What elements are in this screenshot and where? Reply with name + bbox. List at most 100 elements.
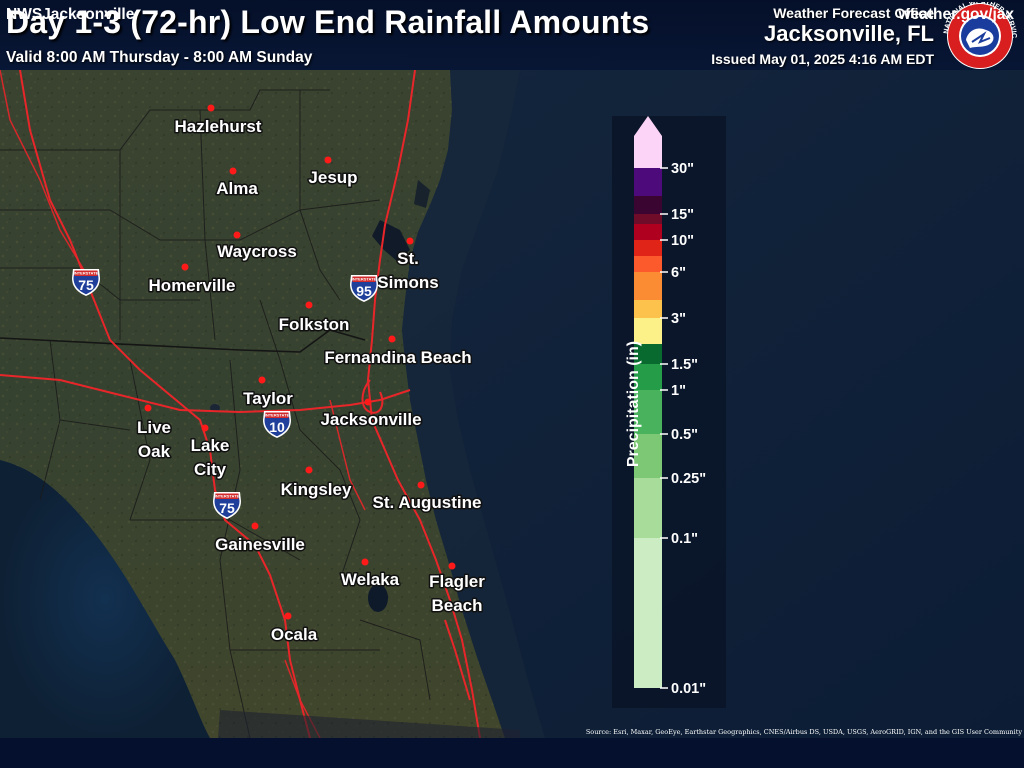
shield-body-icon: [73, 270, 99, 295]
city-homerville: Homerville: [147, 263, 237, 297]
precipitation-legend: 30" 15" 10" 6" 3" 1.5" 1" 0.5" 0.25" 0.1" 0.01" Pr…: [612, 116, 726, 708]
city-label: Gainesville: [215, 535, 305, 554]
gulf-of-mexico: [0, 460, 210, 738]
legend-swatch: [634, 214, 662, 224]
imagery-credit: Source: Esri, Maxar, GeoEye, Earthstar G…: [585, 728, 1022, 736]
legend-swatch: [634, 224, 662, 240]
legend-ticks: 30" 15" 10" 6" 3" 1.5" 1" 0.5" 0.25" 0.1" 0.01": [660, 161, 706, 697]
header-bar: [0, 0, 1024, 70]
city-label: Kingsley: [281, 480, 352, 499]
city-jacksonville: Jacksonville: [319, 398, 423, 431]
city-flagler-beach: Flagler Beach: [428, 562, 487, 617]
shield-top-band: [215, 493, 239, 499]
city-gainesville: Gainesville: [214, 522, 306, 556]
city-label: Folkston: [279, 315, 350, 334]
city-label: Alma: [216, 179, 258, 198]
imagery-seam: [218, 710, 520, 738]
city-marker-icon: [406, 237, 414, 245]
city-label: Ocala: [271, 625, 318, 644]
legend-tick-label: 0.25": [671, 471, 706, 487]
city-label: Beach: [431, 596, 482, 615]
city-label: Hazlehurst: [175, 117, 262, 136]
shield-top-text: INTERSTATE: [265, 413, 290, 418]
city-label: Lake: [191, 436, 230, 455]
city-marker-icon: [305, 466, 313, 474]
coastal-marsh: [372, 220, 410, 262]
social-handle: NWSJacksonville: [6, 6, 135, 23]
city-marker-icon: [233, 231, 241, 239]
city-label: Homerville: [149, 276, 236, 295]
shield-top-band: [265, 412, 289, 418]
city-marker-icon: [251, 522, 259, 530]
legend-swatch: [634, 344, 662, 364]
legend-swatch: [634, 538, 662, 688]
city-marker-icon: [364, 398, 372, 406]
city-jesup: Jesup: [307, 156, 359, 189]
city-label: Oak: [138, 442, 171, 461]
city-marker-icon: [417, 481, 425, 489]
city-marker-icon: [229, 167, 237, 175]
office-label: Weather Forecast Office: [773, 5, 934, 21]
legend-arrow-icon: [634, 116, 662, 136]
legend-tick-label: 6": [671, 265, 686, 281]
legend-tick-label: 1": [671, 383, 686, 399]
website-link[interactable]: weather.gov/jax: [898, 6, 1014, 23]
shield-number: 95: [356, 283, 372, 299]
city-label: St.: [397, 249, 419, 268]
city-marker-icon: [305, 301, 313, 309]
legend-swatch: [634, 256, 662, 272]
city-folkston: Folkston: [277, 301, 351, 336]
legend-swatch: [634, 240, 662, 256]
legend-swatch: [634, 300, 662, 318]
ga-fl-state-line: [0, 329, 366, 353]
city-label: Waycross: [217, 242, 297, 261]
legend-swatch: [634, 272, 662, 300]
city-live-oak: Live Oak: [135, 404, 173, 463]
legend-swatch: [634, 196, 662, 214]
city-label: Taylor: [243, 389, 293, 408]
legend-tick-label: 0.01": [671, 681, 706, 697]
shield-body-icon: [351, 276, 377, 301]
office-city: Jacksonville, FL: [764, 21, 934, 46]
shield-body-icon: [214, 493, 240, 518]
city-alma: Alma: [215, 167, 260, 200]
city-label: St. Augustine: [373, 493, 482, 512]
city-kingsley: Kingsley: [279, 466, 353, 501]
legend-swatch: [634, 478, 662, 538]
shield-number: 10: [269, 419, 285, 435]
city-marker-icon: [361, 558, 369, 566]
legend-swatch: [634, 390, 662, 434]
legend-swatch: [634, 364, 662, 390]
city-fernandina-beach: Fernandina Beach: [323, 335, 473, 369]
legend-tick-label: 1.5": [671, 357, 698, 373]
legend-swatch: [634, 168, 662, 196]
nws-logo: NATIONAL WEATHER SERVICE: [940, 2, 1017, 69]
legend-tick-label: 10": [671, 233, 694, 249]
city-marker-icon: [388, 335, 396, 343]
city-label: Welaka: [341, 570, 400, 589]
shield-number: 75: [78, 277, 94, 293]
barrier-island: [414, 180, 430, 208]
city-st-simons: St. Simons: [376, 237, 440, 294]
lake: [210, 404, 220, 412]
legend-tick-label: 0.1": [671, 531, 698, 547]
valid-period: Valid 8:00 AM Thursday - 8:00 AM Sunday: [6, 49, 313, 66]
city-marker-icon: [258, 376, 266, 384]
city-marker-icon: [448, 562, 456, 570]
city-marker-icon: [181, 263, 189, 271]
city-layer: Hazlehurst Alma Jesup Waycross Homerville St.…: [135, 104, 487, 646]
city-label: Jacksonville: [320, 410, 421, 429]
legend-swatch: [634, 136, 662, 168]
city-label: Flagler: [429, 572, 485, 591]
shield-top-text: INTERSTATE: [215, 494, 240, 499]
legend-tick-label: 3": [671, 311, 686, 327]
city-marker-icon: [324, 156, 332, 164]
city-st-augustine: St. Augustine: [371, 481, 483, 514]
county-boundaries: [0, 89, 431, 739]
shield-top-band: [352, 276, 376, 282]
footer-bar: [0, 738, 1024, 768]
